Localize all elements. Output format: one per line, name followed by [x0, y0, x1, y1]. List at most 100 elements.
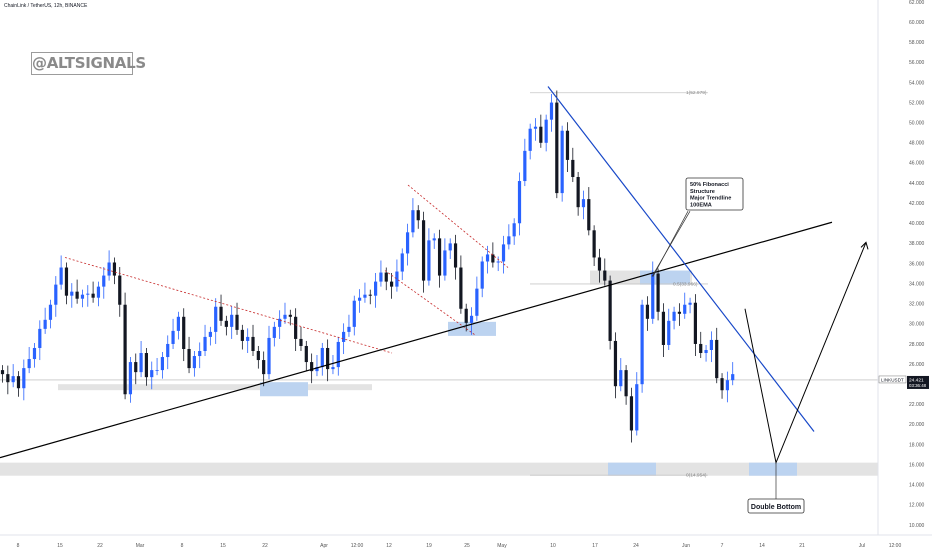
candle	[485, 245, 490, 274]
price-tick-label: 38.000	[909, 241, 925, 247]
major-trendline[interactable]	[0, 221, 833, 459]
candle	[411, 198, 415, 238]
candle-body	[118, 275, 122, 305]
candle-body	[560, 130, 564, 194]
candle	[299, 326, 303, 352]
time-tick-label: 12:00	[351, 543, 364, 549]
candle-body	[336, 341, 340, 368]
candle	[443, 238, 447, 281]
candle	[699, 331, 703, 359]
candle-body	[395, 271, 399, 287]
price-tick-label: 14.000	[909, 483, 925, 489]
time-tick-label: 19	[426, 543, 432, 549]
candle	[523, 138, 527, 187]
price-tick-label: 18.000	[909, 442, 925, 448]
candle	[475, 276, 479, 321]
candle-body	[299, 338, 303, 346]
candle-body	[96, 286, 101, 298]
candlestick-series	[0, 90, 735, 443]
candle	[549, 94, 554, 132]
highlight-zones	[0, 270, 878, 476]
candle-body	[384, 272, 388, 282]
candle	[437, 229, 442, 288]
candle-body	[171, 330, 175, 344]
candle	[75, 279, 79, 304]
candle-body	[112, 262, 117, 276]
candle	[240, 324, 244, 350]
candle	[731, 362, 735, 386]
candle-body	[128, 362, 133, 395]
candle	[368, 289, 372, 305]
candle	[304, 340, 308, 371]
candle-body	[539, 126, 543, 143]
candle-body	[342, 331, 346, 342]
time-tick-label: 14	[759, 543, 765, 549]
time-tick-label: 12	[386, 543, 392, 549]
candle	[672, 306, 676, 330]
candle	[389, 273, 394, 299]
candle	[448, 238, 452, 259]
candle-body	[240, 329, 244, 341]
double-bottom-box	[747, 498, 805, 514]
price-tick-label: 28.000	[909, 342, 925, 348]
candle	[288, 309, 292, 326]
candle-body	[517, 181, 522, 224]
price-tick-label: 60.000	[909, 20, 925, 26]
descending-trendline[interactable]	[547, 86, 815, 432]
candle-body	[214, 306, 218, 332]
candle	[560, 125, 564, 202]
candle	[155, 358, 159, 376]
candle-body	[379, 272, 383, 282]
fib-label-bottom: 0(14.954)	[686, 473, 707, 479]
candle	[432, 233, 436, 249]
candle	[363, 282, 367, 303]
candle-body	[192, 356, 196, 369]
candle	[331, 355, 335, 375]
blue-zone-4	[608, 462, 656, 476]
candle	[496, 256, 500, 272]
candle	[107, 250, 111, 281]
time-tick-label: 7	[721, 543, 724, 549]
candle-body	[427, 240, 431, 281]
price-tick-label: 30.000	[909, 322, 925, 328]
candle-body	[523, 150, 527, 182]
candle	[581, 190, 586, 220]
candle	[187, 336, 191, 374]
symbol-tag-text: LINKUSDT	[881, 377, 904, 382]
candle-body	[352, 300, 356, 327]
candle-body	[528, 128, 532, 151]
price-tick-label: 34.000	[909, 281, 925, 287]
candle-body	[613, 340, 618, 387]
candle	[555, 90, 559, 199]
callout-leader-2	[651, 211, 691, 277]
time-tick-label: 21	[799, 543, 805, 549]
callout-leader-1	[652, 211, 689, 277]
candle	[246, 328, 250, 354]
price-tick-label: 54.000	[909, 80, 925, 86]
candle	[613, 332, 618, 399]
candle-body	[389, 281, 394, 287]
candle	[214, 298, 218, 344]
candle	[27, 346, 31, 374]
time-tick-label: Jul	[859, 543, 865, 549]
candle-body	[363, 294, 367, 298]
candle-body	[91, 293, 95, 298]
price-tick-label: 36.000	[909, 261, 925, 267]
candle-body	[661, 311, 666, 345]
candle	[512, 218, 516, 245]
candle-body	[43, 319, 47, 329]
candle-body	[230, 314, 234, 327]
candle	[32, 342, 37, 368]
candle	[294, 308, 298, 352]
candle	[112, 257, 117, 285]
candle-body	[533, 126, 538, 129]
candle	[192, 351, 196, 377]
price-tick-label: 32.000	[909, 302, 925, 308]
candle	[91, 281, 95, 303]
candle	[464, 303, 468, 332]
candle	[43, 307, 47, 334]
candle	[374, 273, 378, 308]
candle-body	[667, 320, 671, 345]
candle-body	[27, 359, 31, 369]
